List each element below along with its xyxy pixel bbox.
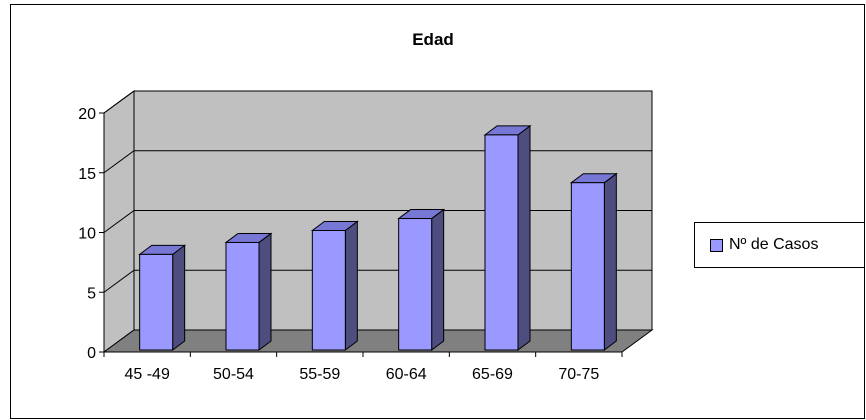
bar-side xyxy=(344,220,358,351)
x-tick-label: 60-64 xyxy=(386,366,427,383)
x-tick-label: 65-69 xyxy=(472,366,513,383)
bar-front xyxy=(225,241,260,351)
chart-title: Edad xyxy=(412,30,454,49)
bar-front xyxy=(398,218,433,351)
y-tick-label: 0 xyxy=(87,345,96,362)
gridline xyxy=(103,210,652,233)
bar xyxy=(483,124,532,351)
x-tick-label: 70-75 xyxy=(558,366,599,383)
bar-front xyxy=(570,182,605,351)
bar xyxy=(397,208,446,351)
bar-side xyxy=(603,172,617,351)
legend-swatch xyxy=(710,238,723,252)
y-tick-label: 20 xyxy=(78,106,96,123)
bar-side xyxy=(431,208,445,351)
bar xyxy=(569,172,618,351)
bar-side xyxy=(172,244,186,351)
legend-label: Nº de Casos xyxy=(729,236,819,253)
y-tick-label: 10 xyxy=(78,226,96,243)
gridline xyxy=(103,90,652,114)
y-tick-label: 5 xyxy=(87,285,96,302)
x-tick-label: 55-59 xyxy=(299,366,340,383)
bar-front xyxy=(484,134,519,351)
bar-side xyxy=(258,232,272,351)
y-tick-label: 15 xyxy=(78,166,96,183)
gridline xyxy=(103,150,652,174)
bar xyxy=(138,244,187,351)
bar-side xyxy=(517,124,531,351)
gridline xyxy=(103,269,652,293)
legend: Nº de Casos xyxy=(694,222,865,268)
bar-front xyxy=(311,230,346,351)
floor xyxy=(102,329,654,353)
bar-front xyxy=(139,253,174,351)
x-tick-label: 50-54 xyxy=(213,366,254,383)
bar xyxy=(310,220,359,351)
bar xyxy=(224,232,273,351)
x-tick-label: 45 -49 xyxy=(124,366,169,383)
